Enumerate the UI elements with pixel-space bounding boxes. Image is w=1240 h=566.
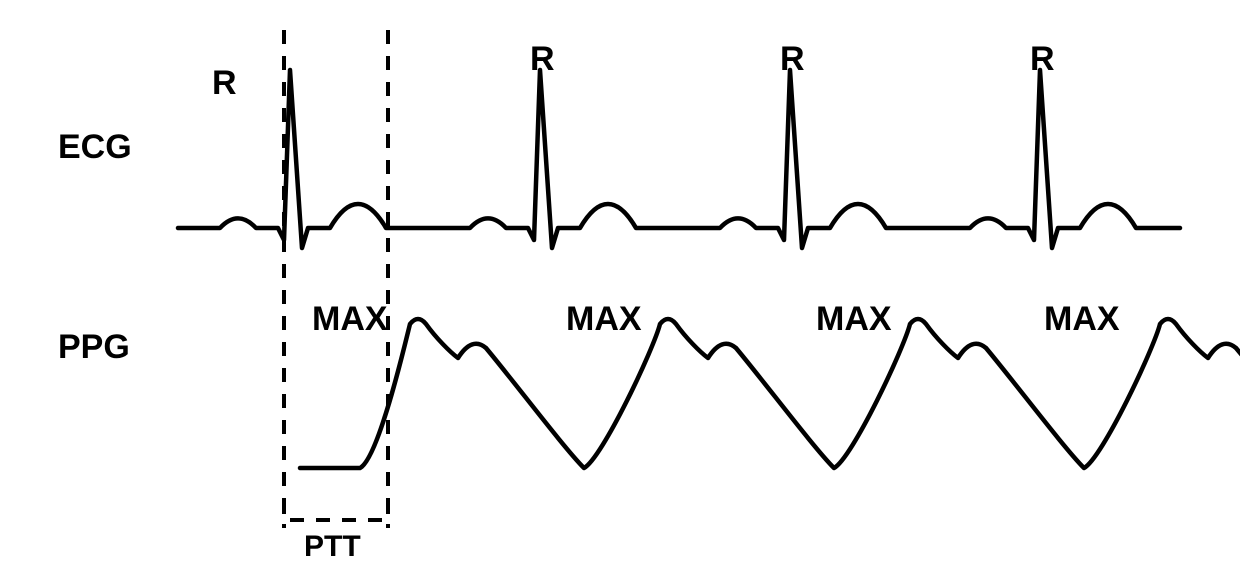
ptt-label: PTT [304,530,361,564]
ppg-waveform [300,319,1240,468]
r-peak-label: R [530,40,555,79]
diagram-svg [0,0,1240,566]
r-peak-label: R [780,40,805,79]
r-peak-label: R [212,64,237,103]
ppg-max-label: MAX [566,300,642,339]
ppg-max-label: MAX [1044,300,1120,339]
r-peak-label: R [1030,40,1055,79]
ecg-waveform [178,70,1180,248]
ppg-axis-label: PPG [58,328,130,367]
ecg-axis-label: ECG [58,128,132,167]
ppg-max-label: MAX [816,300,892,339]
diagram-stage: ECG PPG R R R R MAX MAX MAX MAX PTT [0,0,1240,566]
ppg-max-label: MAX [312,300,388,339]
ptt-bracket [284,500,388,520]
